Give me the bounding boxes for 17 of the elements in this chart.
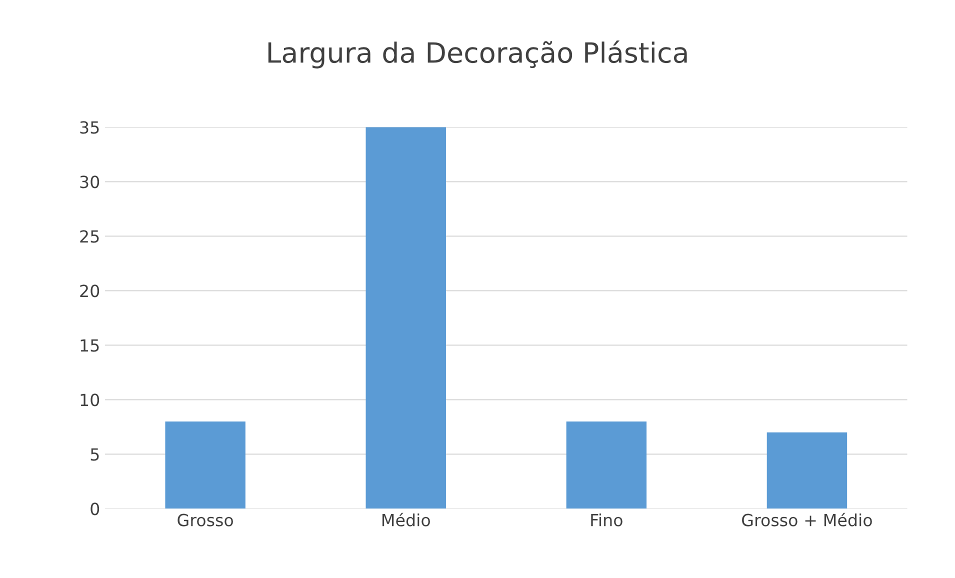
- y-tick-label: 30: [80, 176, 100, 188]
- bar: [366, 127, 446, 509]
- y-tick-label: 5: [90, 448, 99, 461]
- x-tick-label: Grosso: [178, 514, 233, 526]
- x-tick-label: Médio: [382, 512, 430, 526]
- x-tick-label: Grosso + Médio: [742, 512, 872, 526]
- chart-title: Largura da Decoração Plástica: [268, 40, 687, 68]
- y-tick-label: 25: [80, 230, 99, 243]
- y-tick-label: 35: [80, 121, 99, 134]
- y-tick-label: 15: [80, 339, 99, 352]
- x-tick-label: Fino: [591, 514, 622, 526]
- bar: [566, 421, 647, 509]
- bar: [165, 421, 246, 509]
- y-tick-label: 20: [80, 284, 100, 298]
- y-tick-label: 0: [90, 502, 100, 516]
- bar: [766, 432, 848, 509]
- y-tick-label: 10: [80, 394, 100, 406]
